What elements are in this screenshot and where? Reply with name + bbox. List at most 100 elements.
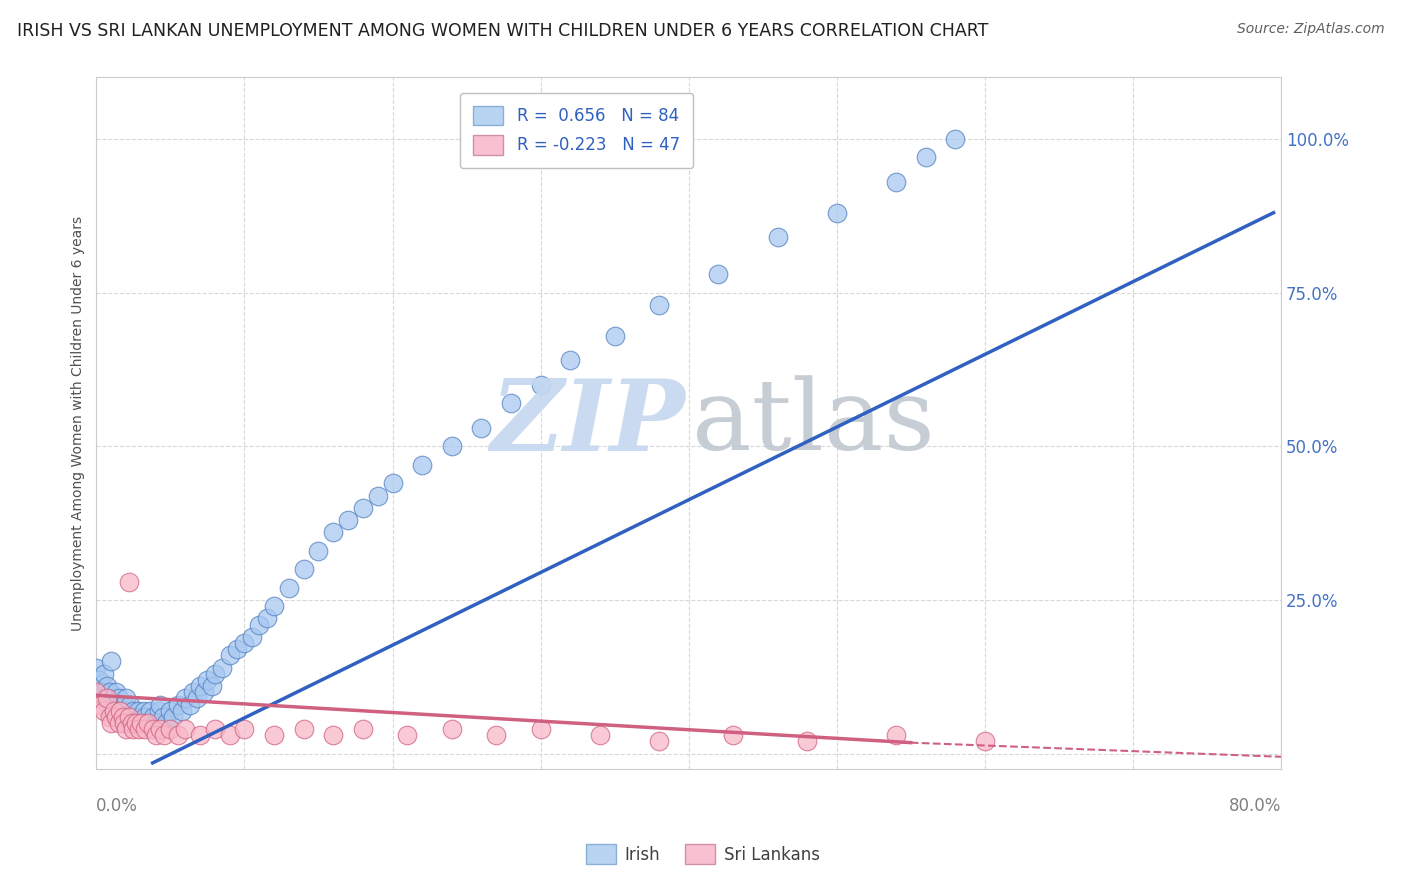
- Point: [648, 734, 671, 748]
- Point: [86, 685, 108, 699]
- Point: [136, 716, 159, 731]
- Point: [100, 716, 122, 731]
- Point: [104, 685, 127, 699]
- Point: [193, 685, 215, 699]
- Point: [188, 728, 211, 742]
- Point: [132, 704, 155, 718]
- Point: [138, 704, 160, 718]
- Point: [153, 728, 176, 742]
- Point: [100, 704, 122, 718]
- Text: Source: ZipAtlas.com: Source: ZipAtlas.com: [1237, 22, 1385, 37]
- Point: [308, 544, 330, 558]
- Point: [125, 716, 148, 731]
- Point: [529, 377, 551, 392]
- Point: [108, 698, 131, 712]
- Point: [226, 642, 249, 657]
- Point: [240, 630, 263, 644]
- Point: [707, 267, 730, 281]
- Point: [121, 716, 143, 731]
- Point: [396, 728, 419, 742]
- Text: ZIP: ZIP: [491, 375, 685, 472]
- Point: [120, 698, 142, 712]
- Point: [381, 476, 404, 491]
- Point: [352, 500, 374, 515]
- Point: [118, 710, 141, 724]
- Point: [101, 691, 124, 706]
- Point: [322, 525, 344, 540]
- Point: [128, 722, 150, 736]
- Point: [201, 679, 224, 693]
- Point: [114, 716, 136, 731]
- Point: [129, 716, 152, 731]
- Point: [155, 716, 177, 731]
- Point: [943, 132, 966, 146]
- Point: [93, 704, 115, 718]
- Point: [107, 716, 129, 731]
- Point: [149, 722, 172, 736]
- Point: [125, 716, 148, 731]
- Point: [499, 396, 522, 410]
- Point: [440, 439, 463, 453]
- Point: [884, 175, 907, 189]
- Point: [122, 704, 145, 718]
- Point: [115, 716, 138, 731]
- Point: [218, 648, 240, 663]
- Point: [149, 698, 172, 712]
- Point: [118, 574, 141, 589]
- Point: [98, 685, 121, 699]
- Point: [86, 660, 108, 674]
- Point: [211, 660, 233, 674]
- Point: [485, 728, 508, 742]
- Point: [352, 722, 374, 736]
- Point: [766, 230, 789, 244]
- Point: [97, 698, 120, 712]
- Point: [110, 704, 132, 718]
- Point: [114, 698, 136, 712]
- Point: [179, 698, 201, 712]
- Point: [111, 710, 134, 724]
- Point: [117, 704, 139, 718]
- Point: [796, 734, 818, 748]
- Point: [162, 710, 184, 724]
- Point: [145, 716, 167, 731]
- Point: [142, 710, 165, 724]
- Point: [411, 458, 433, 472]
- Point: [204, 666, 226, 681]
- Point: [121, 716, 143, 731]
- Text: 80.0%: 80.0%: [1229, 797, 1281, 814]
- Point: [166, 698, 188, 712]
- Point: [367, 488, 389, 502]
- Point: [96, 679, 118, 693]
- Point: [159, 722, 181, 736]
- Point: [142, 722, 165, 736]
- Point: [129, 710, 152, 724]
- Point: [96, 691, 118, 706]
- Point: [127, 704, 149, 718]
- Point: [107, 710, 129, 724]
- Point: [589, 728, 612, 742]
- Point: [233, 636, 256, 650]
- Point: [186, 691, 208, 706]
- Point: [111, 710, 134, 724]
- Point: [721, 728, 744, 742]
- Point: [90, 698, 112, 712]
- Point: [124, 710, 146, 724]
- Point: [560, 353, 582, 368]
- Text: atlas: atlas: [692, 376, 935, 471]
- Point: [292, 562, 315, 576]
- Point: [98, 710, 121, 724]
- Point: [204, 722, 226, 736]
- Point: [152, 710, 174, 724]
- Point: [263, 599, 285, 614]
- Point: [93, 666, 115, 681]
- Point: [134, 710, 156, 724]
- Point: [181, 685, 204, 699]
- Point: [148, 704, 170, 718]
- Point: [91, 685, 114, 699]
- Point: [131, 716, 153, 731]
- Point: [172, 704, 194, 718]
- Point: [233, 722, 256, 736]
- Y-axis label: Unemployment Among Women with Children Under 6 years: Unemployment Among Women with Children U…: [72, 216, 86, 631]
- Point: [145, 728, 167, 742]
- Point: [322, 728, 344, 742]
